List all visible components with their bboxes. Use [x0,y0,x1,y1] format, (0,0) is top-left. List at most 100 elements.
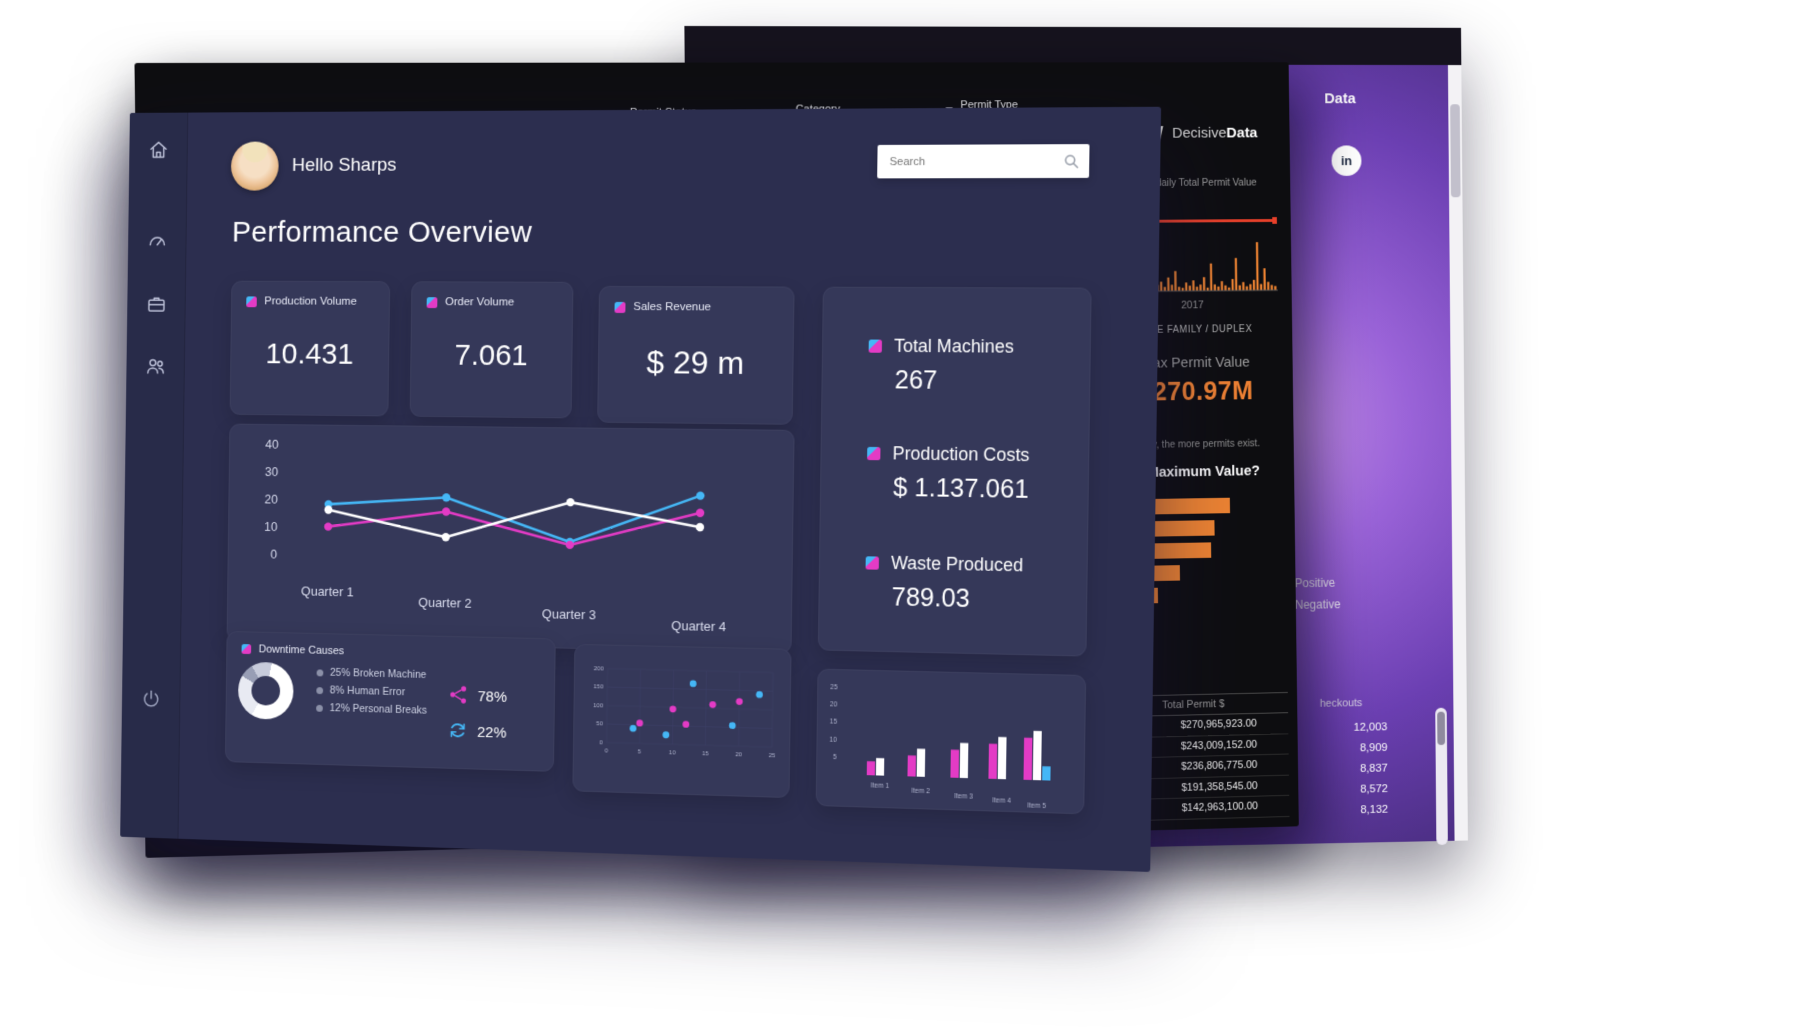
quarterly-line-chart [324,434,705,550]
svg-text:Item 3: Item 3 [954,792,973,800]
items-bar-chart: 5 10 15 20 25 Item 1 Item 2 Item 3 Item 4 Item 5 [829,684,1051,810]
svg-text:10: 10 [829,736,837,743]
kpi-value: 10.431 [265,337,354,371]
stat-label: Waste Produced [890,552,1024,576]
greeting: Hello Sharps [291,154,397,176]
x-tick: Quarter 3 [541,606,597,623]
legend-dot-icon [316,704,323,712]
kpi-label: Order Volume [445,296,515,309]
svg-text:50: 50 [596,722,603,728]
svg-text:100: 100 [593,703,604,709]
search-icon [1063,153,1079,168]
downtime-title: Downtime Causes [258,643,345,658]
negative-label: Negative [1294,597,1341,612]
svg-text:20: 20 [735,752,743,758]
search-box [877,144,1090,179]
x-tick: Quarter 2 [418,594,472,611]
downtime-causes-card: Downtime Causes 25% Broken Machine 8% Hu… [224,630,556,772]
refresh-icon [448,720,468,740]
avatar[interactable] [230,141,279,191]
legend-chip-icon [868,339,882,353]
kpi-value: 7.061 [454,338,529,373]
quarterly-line-chart-card: 40 30 20 10 0 Quarter 1 Quarter 2 Quarte… [226,423,795,654]
svg-text:0: 0 [599,740,603,746]
legend-chip-icon [426,296,438,308]
downtime-legend: 25% Broken Machine 8% Human Error 12% Pe… [316,666,427,722]
legend-label: 8% Human Error [329,684,406,699]
svg-text:25: 25 [830,684,838,691]
legend-chip-icon [865,556,879,570]
inner-scrollbar-thumb[interactable] [1437,711,1446,746]
x-tick: Quarter 4 [671,617,727,635]
logo-part1: Decisive [1172,124,1227,142]
kpi-label: Production Volume [264,295,357,308]
stat-waste-produced: Waste Produced 789.03 [865,552,1023,615]
stat-value: $ 1.137.061 [892,473,1029,505]
checkouts-value: 12,003 [1353,721,1388,734]
svg-text:Item 4: Item 4 [992,798,1011,806]
inner-scrollbar[interactable] [1435,707,1448,846]
sidebar [120,112,189,839]
stat-value: 267 [894,366,938,395]
kpi-value: $ 29 m [646,344,745,382]
items-bar-card: 5 10 15 20 25 Item 1 Item 2 Item 3 Item 4 Item 5 [815,668,1087,815]
svg-text:20: 20 [830,701,838,708]
search-input[interactable] [887,153,1064,169]
legend-dot-icon [316,686,324,694]
kpi-card-sales-revenue: Sales Revenue $ 29 m [597,285,795,425]
home-icon[interactable] [147,138,170,161]
table-col-total: Total Permit $ [1162,698,1225,712]
stat-label: Production Costs [892,443,1030,466]
legend-chip-icon [246,295,257,307]
stat-production-costs: Production Costs $ 1.137.061 [866,443,1030,505]
kpi-card-production-volume: Production Volume 10.431 [229,280,391,417]
svg-text:15: 15 [830,719,838,726]
power-icon[interactable] [140,687,163,711]
checkouts-column: 12,003 8,909 8,837 8,572 8,132 [1308,717,1389,822]
checkouts-value: 8,837 [1360,762,1388,775]
refresh-percentage: 22% [477,723,507,742]
svg-text:5: 5 [833,754,837,761]
back-topbar [684,25,1462,66]
y-tick: 10 [264,520,278,534]
svg-text:150: 150 [593,685,604,691]
mini-scatter-chart: 0 5 10 15 20 25 0 50 100 150 200 [593,666,776,759]
checkouts-value: 8,132 [1360,803,1389,817]
page-title: Performance Overview [231,216,533,249]
positive-label: Positive [1294,575,1336,591]
legend-label: 25% Broken Machine [329,666,427,681]
performance-dashboard: Hello Sharps Performance Overview Produc… [120,106,1162,872]
legend-chip-icon [241,644,252,655]
checkouts-value: 8,572 [1360,783,1389,796]
checkouts-column-header: heckouts [1319,697,1363,710]
stats-card: Total Machines 267 Production Costs $ 1.… [817,286,1092,657]
stat-label: Total Machines [893,335,1014,357]
y-tick: 20 [264,492,278,507]
page-scrollbar[interactable] [1447,65,1468,841]
share-percentage: 78% [477,688,508,706]
kpi-card-order-volume: Order Volume 7.061 [409,281,574,419]
users-icon[interactable] [144,354,167,378]
x-tick: Quarter 1 [300,583,354,600]
svg-text:Item 5: Item 5 [1027,802,1046,810]
svg-text:0: 0 [605,748,609,754]
stat-value: 789.03 [891,583,971,614]
page-scrollbar-thumb[interactable] [1450,104,1461,198]
y-tick: 0 [270,547,278,562]
kpi-label: Sales Revenue [633,301,712,314]
svg-text:200: 200 [594,666,605,672]
logo-part2: Data [1226,124,1258,142]
scatter-card: 0 5 10 15 20 25 0 50 100 150 200 [572,643,792,799]
svg-text:5: 5 [638,749,642,755]
legend-label: 12% Personal Breaks [329,702,427,717]
svg-text:Item 1: Item 1 [871,782,890,790]
y-tick: 40 [265,437,279,452]
linkedin-icon[interactable]: in [1331,145,1362,176]
svg-text:15: 15 [702,751,709,757]
checkouts-value: 8,909 [1359,742,1388,755]
legend-dot-icon [316,668,324,676]
gauge-icon[interactable] [146,230,169,253]
legend-chip-icon [614,301,626,313]
briefcase-icon[interactable] [145,292,168,315]
